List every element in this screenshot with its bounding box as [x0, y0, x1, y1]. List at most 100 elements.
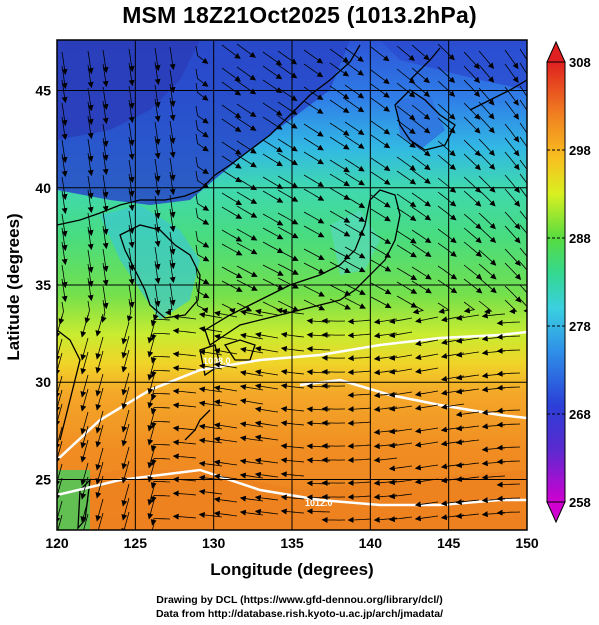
wind-streamline	[388, 368, 413, 375]
wind-streamline	[195, 105, 209, 124]
colorbar-tick-label: 288	[569, 231, 591, 246]
wind-streamline	[239, 370, 264, 377]
wind-streamline	[277, 277, 299, 289]
wind-streamline	[195, 133, 209, 152]
wind-streamline	[277, 50, 298, 65]
wind-streamline	[236, 66, 257, 81]
wind-streamline	[128, 159, 135, 184]
wind-streamline	[57, 514, 63, 530]
wind-streamline	[496, 384, 521, 391]
wind-streamline	[463, 227, 482, 244]
wind-streamline	[347, 479, 372, 486]
wind-streamline	[347, 318, 372, 325]
wind-streamline	[154, 135, 161, 160]
wind-streamline	[437, 80, 456, 97]
wind-streamline	[347, 457, 372, 464]
wind-streamline	[455, 512, 480, 519]
wind-streamline	[504, 137, 520, 157]
wind-streamline	[344, 260, 366, 273]
wind-streamline	[411, 229, 432, 244]
wind-streamline	[370, 134, 391, 149]
wind-streamline	[128, 247, 135, 272]
wind-streamline	[280, 457, 305, 464]
wind-streamline	[329, 187, 351, 201]
wind-streamline	[221, 266, 243, 279]
wind-streamline	[102, 100, 109, 125]
colorbar-tick-label: 278	[569, 319, 591, 334]
wind-streamline	[329, 159, 350, 173]
wind-streamline	[221, 280, 243, 292]
wind-streamline	[87, 115, 94, 140]
wind-streamline	[280, 308, 305, 315]
wind-streamline	[154, 61, 161, 86]
wind-streamline	[87, 226, 94, 251]
wind-streamline	[87, 64, 94, 89]
wind-streamline	[172, 513, 197, 520]
wind-streamline	[128, 284, 135, 309]
wind-streamline	[236, 140, 257, 154]
wind-streamline	[437, 302, 450, 314]
wind-streamline	[478, 138, 495, 157]
wind-streamline	[455, 351, 480, 358]
wind-streamline	[80, 425, 89, 449]
wind-streamline	[277, 212, 299, 225]
wind-streamline	[478, 152, 496, 170]
wind-streamline	[370, 245, 392, 258]
wind-streamline	[172, 490, 197, 497]
wind-streamline	[236, 265, 258, 277]
wind-streamline	[414, 427, 439, 434]
wind-streamline	[154, 158, 161, 183]
wind-streamline	[344, 223, 366, 236]
wind-streamline	[277, 189, 299, 202]
wind-streamline	[154, 223, 161, 248]
wind-streamline	[169, 69, 176, 94]
wind-streamline	[478, 189, 496, 207]
wind-streamline	[198, 326, 223, 333]
wind-streamline	[128, 173, 135, 198]
wind-streamline	[87, 138, 94, 163]
wind-streamline	[455, 337, 480, 344]
wind-streamline	[347, 332, 372, 339]
wind-streamline	[236, 103, 257, 118]
wind-streamline	[221, 243, 243, 256]
wind-streamline	[169, 245, 176, 270]
wind-streamline	[478, 263, 497, 280]
wind-streamline	[277, 300, 300, 312]
wind-streamline	[280, 508, 305, 515]
wind-streamline	[329, 85, 350, 100]
wind-streamline	[195, 230, 210, 248]
wind-streamline	[455, 462, 480, 469]
wind-streamline	[61, 153, 68, 178]
credit-data-source: Data from http://database.rish.kyoto-u.a…	[155, 608, 444, 620]
wind-streamline	[303, 151, 324, 165]
wind-streamline	[478, 226, 497, 243]
y-tick-label: 40	[35, 180, 51, 196]
wind-streamline	[121, 386, 130, 410]
wind-streamline	[415, 367, 439, 375]
wind-streamline	[213, 385, 238, 392]
y-tick-label: 30	[35, 374, 51, 390]
wind-streamline	[344, 209, 366, 222]
wind-streamline	[95, 498, 104, 522]
wind-streamline	[329, 224, 351, 237]
wind-streamline	[240, 346, 264, 354]
wind-streamline	[504, 211, 521, 230]
wind-streamline	[370, 259, 392, 272]
plot-frame	[56, 39, 528, 531]
wind-streamline	[255, 308, 279, 316]
wind-streamline	[455, 374, 480, 381]
wind-streamline	[388, 331, 413, 339]
wind-streamline	[126, 298, 133, 322]
wind-streamline	[198, 423, 223, 430]
map-title: MSM 18Z21Oct2025 (1013.2hPa)	[122, 2, 477, 28]
wind-streamline	[388, 516, 413, 523]
wind-streamline	[329, 48, 350, 63]
wind-streamline	[396, 281, 418, 294]
wind-streamline	[195, 244, 210, 262]
wind-streamline	[128, 136, 135, 161]
wind-streamline	[150, 458, 171, 466]
wind-streamline	[303, 63, 324, 78]
wind-streamline	[262, 301, 283, 314]
wind-streamline	[437, 177, 457, 193]
wind-streamline	[254, 471, 279, 478]
